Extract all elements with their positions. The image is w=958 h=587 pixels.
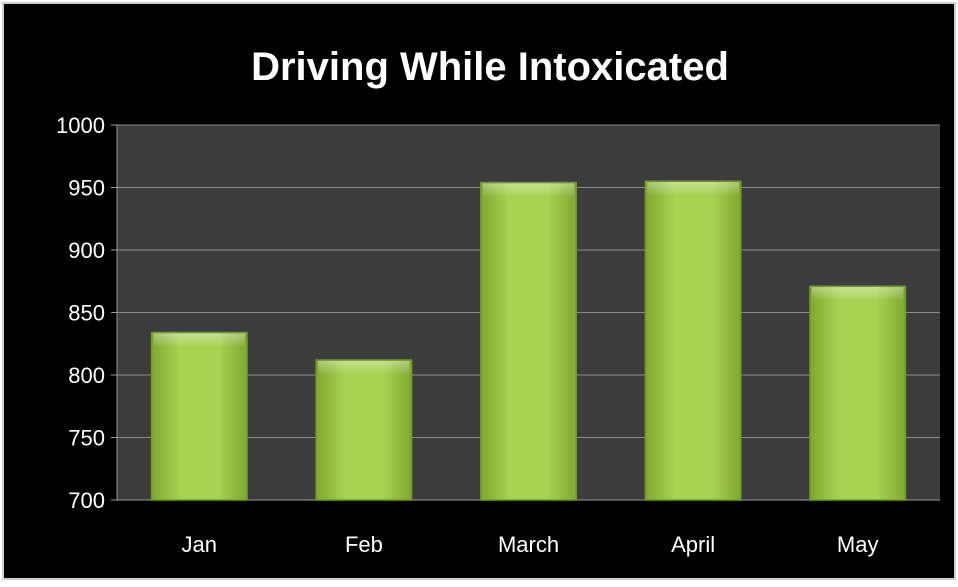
x-axis-ticks: Jan Feb March April May	[182, 532, 879, 557]
chart-title: Driving While Intoxicated	[251, 45, 729, 89]
x-tick-label: May	[837, 532, 879, 557]
bar-april	[644, 180, 742, 501]
bars	[150, 180, 907, 501]
bar	[150, 331, 248, 501]
y-tick-label: 750	[68, 426, 105, 451]
bar	[315, 359, 413, 501]
bar-highlight	[482, 183, 575, 198]
x-tick-label: March	[498, 532, 559, 557]
x-tick-label: Feb	[345, 532, 383, 557]
y-tick-label: 800	[68, 363, 105, 388]
x-tick-label: April	[671, 532, 715, 557]
bar-jan	[150, 331, 248, 501]
bar-highlight	[153, 333, 246, 348]
bar-highlight	[811, 287, 904, 302]
bar-may	[809, 285, 907, 501]
bar-highlight	[647, 182, 739, 197]
y-tick-label: 950	[68, 176, 105, 201]
bar	[480, 181, 577, 501]
y-tick-label: 700	[68, 488, 105, 513]
y-tick-label: 1000	[56, 113, 105, 138]
bar-highlight	[318, 361, 410, 375]
bar	[644, 180, 742, 501]
y-axis-ticks: 700 750 800 850 900 950 1000	[56, 113, 117, 513]
y-tick-label: 900	[68, 238, 105, 263]
bar	[809, 285, 907, 501]
x-tick-label: Jan	[182, 532, 217, 557]
y-tick-label: 850	[68, 301, 105, 326]
bar-feb	[315, 359, 413, 501]
bar-march	[480, 181, 577, 501]
